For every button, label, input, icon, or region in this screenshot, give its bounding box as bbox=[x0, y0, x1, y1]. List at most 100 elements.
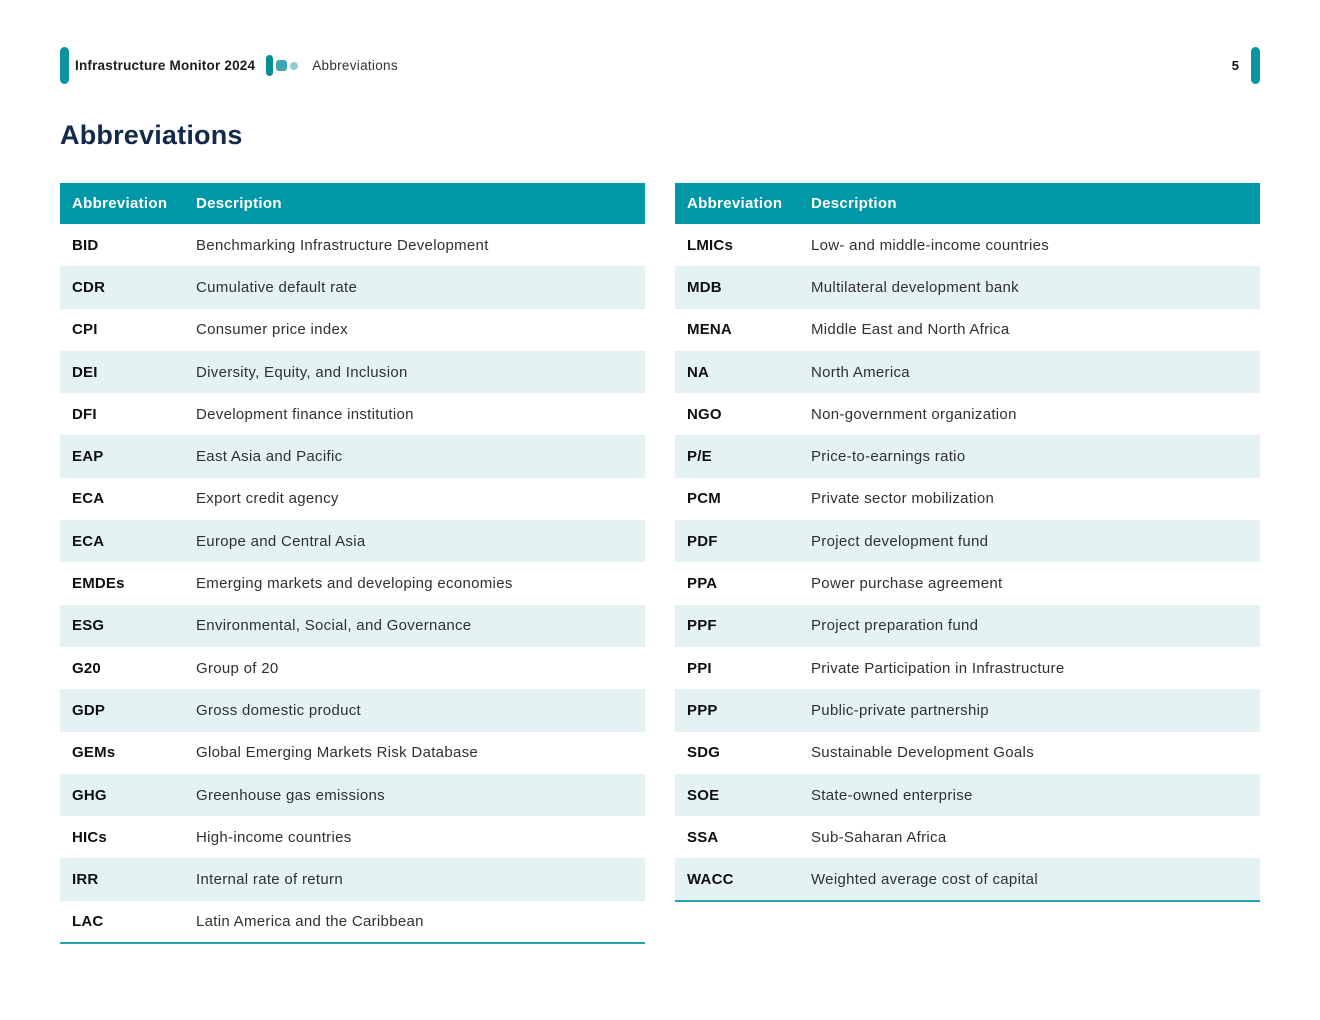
abbreviations-table-right: Abbreviation Description LMICs Low- and m… bbox=[675, 183, 1260, 902]
description-cell: Environmental, Social, and Governance bbox=[196, 617, 472, 635]
description-cell: State-owned enterprise bbox=[811, 786, 973, 804]
table-row: CPI Consumer price index bbox=[60, 309, 645, 351]
page-header: Infrastructure Monitor 2024 Abbreviation… bbox=[60, 47, 1260, 84]
abbreviation-cell: IRR bbox=[72, 871, 99, 889]
description-cell: Project development fund bbox=[811, 532, 989, 550]
abbreviation-cell: SDG bbox=[687, 744, 721, 762]
table-row: LAC Latin America and the Caribbean bbox=[60, 901, 645, 943]
abbreviation-cell: PDF bbox=[687, 532, 718, 550]
teal-bar-icon bbox=[266, 55, 274, 76]
abbreviation-cell: WACC bbox=[687, 870, 734, 888]
table-row: CDR Cumulative default rate bbox=[60, 266, 645, 309]
description-cell: Weighted average cost of capital bbox=[811, 870, 1038, 888]
table-row: BID Benchmarking Infrastructure Developme… bbox=[60, 224, 645, 266]
abbreviation-cell: EAP bbox=[72, 448, 104, 466]
description-cell: Power purchase agreement bbox=[811, 575, 1003, 593]
description-cell: Benchmarking Infrastructure Development bbox=[196, 236, 489, 254]
description-cell: Internal rate of return bbox=[196, 871, 343, 889]
header-accent-bar-right bbox=[1251, 47, 1260, 84]
abbreviation-cell: PPF bbox=[687, 617, 717, 635]
description-cell: Public-private partnership bbox=[811, 701, 989, 719]
table-row: HICs High-income countries bbox=[60, 816, 645, 858]
header-section-label: Abbreviations bbox=[312, 58, 398, 73]
column-header-abbreviation: Abbreviation bbox=[60, 183, 196, 224]
table-row: PPP Public-private partnership bbox=[675, 689, 1260, 732]
abbreviation-cell: GDP bbox=[72, 701, 106, 719]
abbreviation-cell: BID bbox=[72, 236, 99, 254]
report-title: Infrastructure Monitor 2024 bbox=[75, 58, 256, 73]
abbreviations-table-left: Abbreviation Description BID Benchmarking… bbox=[60, 183, 645, 945]
description-cell: Global Emerging Markets Risk Database bbox=[196, 744, 479, 762]
table-row: NA North America bbox=[675, 350, 1260, 394]
table-row: PPA Power purchase agreement bbox=[675, 562, 1260, 604]
abbreviation-cell: NA bbox=[687, 363, 710, 381]
abbreviation-cell: ECA bbox=[72, 490, 105, 508]
teal-dot-icon bbox=[290, 61, 299, 70]
table-row: DFI Development finance institution bbox=[60, 393, 645, 435]
table-row: DEI Diversity, Equity, and Inclusion bbox=[60, 350, 645, 394]
description-cell: Development finance institution bbox=[196, 405, 414, 423]
table-header-row: Abbreviation Description bbox=[675, 183, 1260, 224]
section-marker-icon bbox=[266, 55, 299, 76]
description-cell: High-income countries bbox=[196, 828, 352, 846]
table-row: IRR Internal rate of return bbox=[60, 858, 645, 901]
page-number: 5 bbox=[1231, 58, 1239, 73]
abbreviation-cell: PPP bbox=[687, 701, 718, 719]
description-cell: Private sector mobilization bbox=[811, 490, 995, 508]
table-body-left: BID Benchmarking Infrastructure Developme… bbox=[60, 224, 645, 943]
description-cell: Gross domestic product bbox=[196, 701, 361, 719]
table-row: EAP East Asia and Pacific bbox=[60, 435, 645, 478]
description-cell: Private Participation in Infrastructure bbox=[811, 659, 1065, 677]
description-cell: Export credit agency bbox=[196, 490, 339, 508]
abbreviation-cell: EMDEs bbox=[72, 575, 125, 593]
abbreviation-cell: ESG bbox=[72, 617, 105, 635]
description-cell: East Asia and Pacific bbox=[196, 448, 343, 466]
description-cell: Latin America and the Caribbean bbox=[196, 912, 424, 930]
abbreviation-cell: PPA bbox=[687, 575, 718, 593]
abbreviation-cell: CDR bbox=[72, 278, 106, 296]
column-header-abbreviation: Abbreviation bbox=[675, 183, 811, 224]
table-header-row: Abbreviation Description bbox=[60, 183, 645, 224]
table-row: WACC Weighted average cost of capital bbox=[675, 858, 1260, 901]
description-cell: North America bbox=[811, 363, 910, 381]
description-cell: Sub-Saharan Africa bbox=[811, 828, 947, 846]
description-cell: Price-to-earnings ratio bbox=[811, 448, 966, 466]
column-header-description: Description bbox=[811, 183, 1260, 224]
description-cell: Diversity, Equity, and Inclusion bbox=[196, 363, 408, 381]
table-row: PDF Project development fund bbox=[675, 520, 1260, 563]
description-cell: Project preparation fund bbox=[811, 617, 979, 635]
page-title: Abbreviations bbox=[60, 120, 243, 150]
abbreviation-cell: NGO bbox=[687, 405, 722, 423]
table-row: PCM Private sector mobilization bbox=[675, 478, 1260, 520]
table-row: G20 Group of 20 bbox=[60, 647, 645, 689]
description-cell: Cumulative default rate bbox=[196, 278, 358, 296]
description-cell: Group of 20 bbox=[196, 659, 279, 677]
table-row: LMICs Low- and middle-income countries bbox=[675, 224, 1260, 266]
abbreviation-cell: PPI bbox=[687, 659, 712, 677]
abbreviation-cell: CPI bbox=[72, 321, 98, 339]
teal-square-icon bbox=[276, 60, 288, 71]
table-row: SDG Sustainable Development Goals bbox=[675, 732, 1260, 774]
description-cell: Greenhouse gas emissions bbox=[196, 786, 385, 804]
abbreviation-cell: PCM bbox=[687, 490, 721, 508]
description-cell: Europe and Central Asia bbox=[196, 532, 366, 550]
table-row: SSA Sub-Saharan Africa bbox=[675, 816, 1260, 858]
abbreviation-cell: GHG bbox=[72, 786, 107, 804]
abbreviation-cell: MDB bbox=[687, 278, 722, 296]
table-row: MENA Middle East and North Africa bbox=[675, 309, 1260, 351]
abbreviation-cell: G20 bbox=[72, 659, 101, 677]
table-row: ESG Environmental, Social, and Governance bbox=[60, 604, 645, 647]
table-row: ECA Europe and Central Asia bbox=[60, 520, 645, 563]
table-row: GDP Gross domestic product bbox=[60, 689, 645, 732]
table-row: ECA Export credit agency bbox=[60, 478, 645, 520]
abbreviation-cell: GEMs bbox=[72, 744, 116, 762]
table-row: MDB Multilateral development bank bbox=[675, 266, 1260, 309]
abbreviation-cell: HICs bbox=[72, 828, 107, 846]
abbreviation-cell: LMICs bbox=[687, 236, 733, 254]
abbreviation-cell: DEI bbox=[72, 363, 98, 381]
table-row: PPF Project preparation fund bbox=[675, 604, 1260, 647]
description-cell: Emerging markets and developing economie… bbox=[196, 575, 513, 593]
table-row: GEMs Global Emerging Markets Risk Databas… bbox=[60, 732, 645, 774]
abbreviation-cell: P/E bbox=[687, 448, 712, 466]
table-row: PPI Private Participation in Infrastructu… bbox=[675, 647, 1260, 689]
